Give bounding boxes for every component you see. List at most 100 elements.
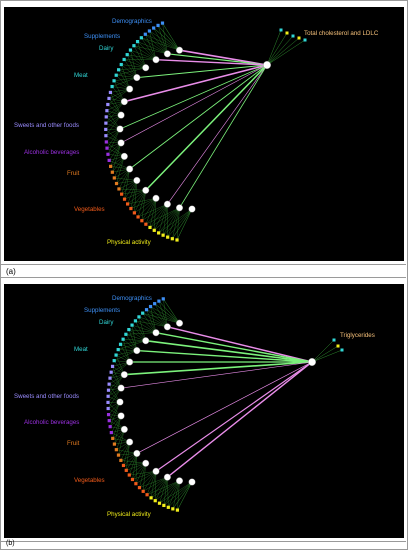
edge [105,101,125,124]
edge [137,41,146,68]
edge [136,64,268,79]
edge [135,471,157,484]
edge [172,207,180,239]
leaf-node [114,181,119,186]
edge [124,180,137,200]
factor-node [117,412,125,420]
edge [125,332,157,335]
edge [116,67,146,76]
edge [146,309,180,324]
group-label-demographics: Demographics [112,295,152,302]
leaf-node [104,127,108,132]
edge [114,415,122,445]
edge [176,208,193,241]
leaf-node [144,222,148,226]
leaf-node [153,499,157,503]
edge [179,64,268,208]
leaf-node [119,62,123,67]
edge [110,142,122,167]
edge [138,316,157,333]
leaf-node [106,152,110,156]
leaf-node [118,342,123,346]
leaf-node [153,302,157,306]
edge [150,480,180,499]
edge [137,41,168,54]
edge [155,361,313,472]
leaf-node [332,338,336,342]
factor-node [116,398,124,406]
leaf-node [112,79,116,83]
edge [146,480,180,495]
target-node [263,61,272,70]
factor-node [120,371,128,379]
leaf-node [112,442,117,446]
edge [142,312,180,324]
edge [114,156,125,179]
leaf-node [109,430,113,435]
edge [163,298,168,327]
leaf-node [107,96,111,101]
leaf-node [279,28,283,32]
edge [155,480,180,501]
leaf-node [107,419,111,423]
group-label-demographics: Demographics [112,18,152,25]
edge [167,326,313,363]
edge [150,471,157,498]
factor-node [142,337,150,345]
edge [124,361,313,376]
edge [177,481,193,511]
edge [138,316,168,327]
leaf-node [108,376,112,380]
factor-node [152,194,160,202]
group-label-supplements: Supplements [84,33,121,40]
factor-node [163,323,171,331]
factor-node [152,467,160,475]
edge [145,207,180,225]
edge [150,477,168,498]
edge [143,477,168,492]
leaf-node [122,57,126,62]
edge [124,64,268,103]
edge [106,110,121,130]
factor-node [188,205,196,213]
edge [149,204,168,228]
edge [139,477,168,488]
edge [116,156,125,184]
factor-node [175,46,183,54]
edge [159,480,180,504]
edge [121,64,146,68]
target-label: Triglycerides [340,332,375,339]
leaf-node [157,501,162,505]
edge [176,207,180,241]
edge [133,45,168,54]
edge [128,329,138,351]
edge [155,477,168,501]
leaf-node [126,202,130,206]
edge [154,303,180,324]
edge [116,429,125,450]
factor-node [133,347,141,355]
edge [106,141,125,157]
edge [121,64,130,90]
edge [134,180,138,213]
edge [130,49,146,68]
group-label-meat: Meat [74,72,88,79]
edge [135,320,157,333]
edge [149,30,180,51]
edge [135,463,146,484]
edge [106,101,125,118]
edge [127,198,157,205]
group-label-meat: Meat [74,346,88,353]
edge [124,168,130,200]
leaf-node [175,238,179,242]
edge [109,401,121,421]
edge [118,168,130,190]
edge [123,59,137,78]
edge [143,471,157,492]
leaf-node [116,348,120,352]
leaf-node [137,486,142,490]
leaf-node [104,140,108,144]
edge [118,429,125,456]
edge [150,306,168,327]
leaf-node [127,327,131,332]
